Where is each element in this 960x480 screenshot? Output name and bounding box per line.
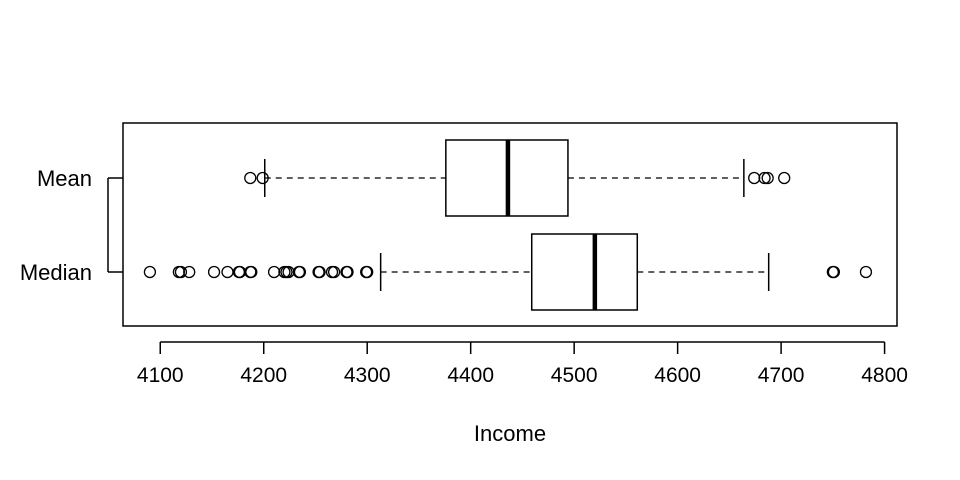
y-tick-label-mean: Mean [37, 166, 92, 191]
x-axis: 4100 4200 4300 4400 4500 4600 4700 4800 [137, 341, 908, 387]
box-mean [244, 139, 791, 217]
outlier-point-median [341, 265, 354, 279]
x-axis-title: Income [474, 421, 546, 446]
x-tick-label: 4500 [551, 364, 598, 387]
outlier-point-median [183, 265, 196, 279]
outlier-point-mean [748, 171, 761, 185]
box-median [143, 233, 873, 311]
x-tick-label: 4600 [654, 364, 701, 387]
x-tick-label: 4200 [240, 364, 287, 387]
outlier-point-median [293, 265, 307, 279]
y-tick-label-median: Median [20, 260, 92, 285]
x-tick-label: 4700 [758, 364, 805, 387]
outlier-point-median [245, 265, 258, 279]
outlier-point-median [827, 265, 841, 279]
outlier-point-median [207, 265, 221, 279]
outlier-point-median [221, 265, 234, 279]
outlier-point-median [327, 265, 341, 279]
boxes-group [143, 139, 873, 311]
outlier-point-median [361, 265, 374, 279]
x-tick-label: 4300 [344, 364, 391, 387]
outlier-point-mean [256, 171, 269, 185]
outlier-point-mean [761, 171, 774, 185]
x-tick-label: 4400 [447, 364, 494, 387]
outlier-point-mean [778, 171, 791, 185]
outlier-point-median [143, 265, 157, 279]
plot-frame [122, 122, 898, 327]
y-axis: Mean Median [20, 166, 123, 285]
outlier-point-median [267, 265, 281, 279]
outlier-point-median [313, 265, 326, 279]
iqr-box-median [530, 233, 639, 311]
x-tick-label: 4100 [137, 364, 184, 387]
outlier-point-mean [244, 171, 257, 185]
outlier-point-median [174, 265, 188, 279]
x-tick-label: 4800 [861, 364, 908, 387]
outlier-point-mean [758, 171, 771, 185]
outlier-point-median [859, 265, 873, 279]
